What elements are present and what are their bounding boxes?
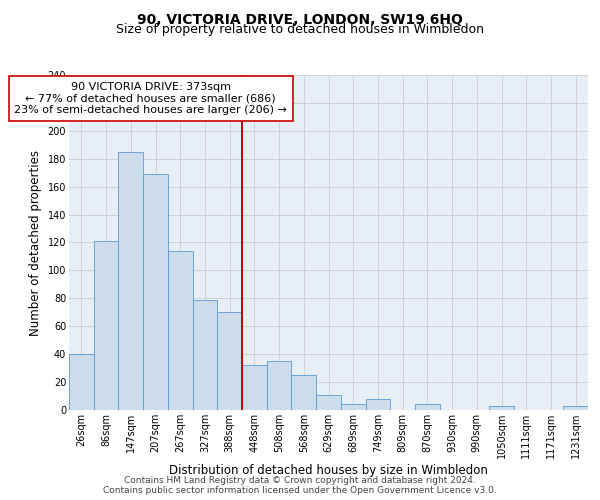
- Bar: [118, 152, 143, 410]
- Bar: [316, 394, 341, 410]
- Bar: [365, 399, 390, 410]
- Bar: [415, 404, 440, 410]
- Text: Size of property relative to detached houses in Wimbledon: Size of property relative to detached ho…: [116, 22, 484, 36]
- Bar: [292, 375, 316, 410]
- Y-axis label: Number of detached properties: Number of detached properties: [29, 150, 42, 336]
- Text: Contains HM Land Registry data © Crown copyright and database right 2024.
Contai: Contains HM Land Registry data © Crown c…: [103, 476, 497, 495]
- Bar: [489, 406, 514, 410]
- Bar: [267, 361, 292, 410]
- Bar: [193, 300, 217, 410]
- Bar: [143, 174, 168, 410]
- Text: 90, VICTORIA DRIVE, LONDON, SW19 6HQ: 90, VICTORIA DRIVE, LONDON, SW19 6HQ: [137, 12, 463, 26]
- Bar: [217, 312, 242, 410]
- Bar: [242, 366, 267, 410]
- X-axis label: Distribution of detached houses by size in Wimbledon: Distribution of detached houses by size …: [169, 464, 488, 476]
- Bar: [69, 354, 94, 410]
- Bar: [341, 404, 365, 410]
- Bar: [563, 406, 588, 410]
- Text: 90 VICTORIA DRIVE: 373sqm
← 77% of detached houses are smaller (686)
23% of semi: 90 VICTORIA DRIVE: 373sqm ← 77% of detac…: [14, 82, 287, 115]
- Bar: [94, 241, 118, 410]
- Bar: [168, 251, 193, 410]
